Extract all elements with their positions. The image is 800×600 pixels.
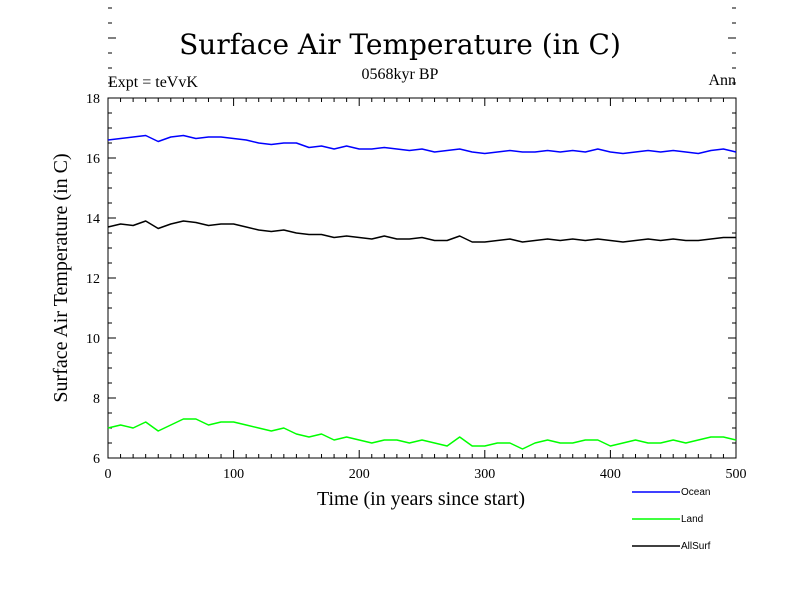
x-axis-title: Time (in years since start) bbox=[317, 488, 525, 510]
experiment-label: Expt = teVvK bbox=[108, 74, 198, 91]
x-tick-label: 400 bbox=[600, 467, 621, 482]
y-tick-label: 16 bbox=[86, 152, 100, 167]
x-tick-label: 300 bbox=[474, 467, 495, 482]
y-tick-label: 14 bbox=[86, 212, 100, 227]
x-tick-label: 0 bbox=[105, 467, 112, 482]
legend-label-allsurf: AllSurf bbox=[681, 541, 711, 552]
legend-label-ocean: Ocean bbox=[681, 487, 710, 498]
x-tick-label: 500 bbox=[726, 467, 747, 482]
series-line-allsurf bbox=[107, 220, 736, 243]
chart-subtitle: 0568kyr BP bbox=[361, 66, 439, 83]
x-tick-label: 100 bbox=[223, 467, 244, 482]
y-tick-label: 18 bbox=[86, 92, 100, 107]
y-tick-label: 6 bbox=[93, 452, 100, 467]
series-layer bbox=[107, 134, 737, 450]
legend: Ocean Land AllSurf bbox=[632, 487, 711, 552]
y-axis-title: Surface Air Temperature (in C) bbox=[50, 153, 72, 402]
y-tick-label: 8 bbox=[93, 392, 100, 407]
series-line-ocean bbox=[107, 134, 737, 155]
chart-title: Surface Air Temperature (in C) bbox=[179, 28, 621, 61]
x-tick-label: 200 bbox=[349, 467, 370, 482]
legend-label-land: Land bbox=[681, 514, 703, 525]
series-line-land bbox=[107, 418, 737, 450]
plot-axes: 0 100 200 300 400 500 6 8 10 12 14 16 18 bbox=[86, 7, 747, 482]
season-label: Ann bbox=[708, 72, 736, 89]
y-tick-label: 10 bbox=[86, 332, 100, 347]
y-tick-label: 12 bbox=[86, 272, 100, 287]
